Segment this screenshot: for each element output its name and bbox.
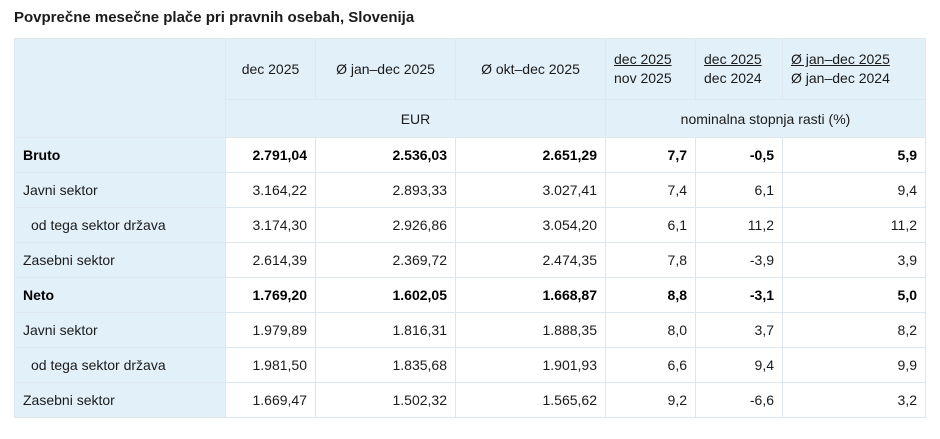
value-cell: -3,9 [695, 242, 783, 278]
value-cell: 7,7 [605, 137, 696, 173]
table-row-neto-zasebni-sektor: Zasebni sektor 1.669,47 1.502,32 1.565,6… [14, 382, 926, 418]
ratio-numerator: dec 2025 [704, 51, 762, 67]
col-header-dec-2025: dec 2025 [225, 38, 316, 100]
value-cell: 2.614,39 [225, 242, 316, 278]
value-cell: 1.901,93 [455, 347, 606, 383]
value-cell: 1.565,62 [455, 382, 606, 418]
row-label-header-cell [14, 38, 226, 138]
value-cell: 2.369,72 [315, 242, 456, 278]
value-cell: 3.164,22 [225, 172, 316, 208]
col-header-ratio-avg-avg: Ø jan–dec 2025 Ø jan–dec 2024 [782, 38, 926, 100]
value-cell: 2.791,04 [225, 137, 316, 173]
value-cell: 6,1 [695, 172, 783, 208]
value-cell: 8,2 [782, 312, 926, 348]
value-cell: 3,2 [782, 382, 926, 418]
value-cell: 2.893,33 [315, 172, 456, 208]
value-cell: 1.668,87 [455, 277, 606, 313]
value-cell: 1.669,47 [225, 382, 316, 418]
value-cell: 7,8 [605, 242, 696, 278]
wages-table: dec 2025 Ø jan–dec 2025 Ø okt–dec 2025 d… [14, 38, 926, 418]
group-header-growth-rate: nominalna stopnja rasti (%) [605, 99, 926, 138]
value-cell: 1.979,89 [225, 312, 316, 348]
value-cell: 2.651,29 [455, 137, 606, 173]
value-cell: 9,4 [782, 172, 926, 208]
value-cell: 8,8 [605, 277, 696, 313]
value-cell: 1.816,31 [315, 312, 456, 348]
ratio-numerator: dec 2025 [614, 51, 672, 67]
page-title: Povprečne mesečne plače pri pravnih oseb… [14, 9, 415, 26]
value-cell: 3,7 [695, 312, 783, 348]
ratio-denominator: Ø jan–dec 2024 [791, 70, 890, 86]
value-cell: 2.926,86 [315, 207, 456, 243]
table-header: dec 2025 Ø jan–dec 2025 Ø okt–dec 2025 d… [14, 38, 926, 138]
row-label: Javni sektor [14, 172, 226, 208]
value-cell: 1.769,20 [225, 277, 316, 313]
value-cell: 3.054,20 [455, 207, 606, 243]
value-cell: -6,6 [695, 382, 783, 418]
value-cell: 1.602,05 [315, 277, 456, 313]
row-label: Javni sektor [14, 312, 226, 348]
value-cell: 5,0 [782, 277, 926, 313]
row-label: Zasebni sektor [14, 242, 226, 278]
row-label: od tega sektor država [14, 347, 226, 383]
value-cell: 2.536,03 [315, 137, 456, 173]
table-body: Bruto 2.791,04 2.536,03 2.651,29 7,7 -0,… [14, 137, 926, 418]
value-cell: 1.835,68 [315, 347, 456, 383]
unit-header-row: EUR nominalna stopnja rasti (%) [15, 99, 926, 138]
col-header-avg-okt-dec-2025: Ø okt–dec 2025 [455, 38, 606, 100]
value-cell: 11,2 [782, 207, 926, 243]
col-header-avg-jan-dec-2025: Ø jan–dec 2025 [315, 38, 456, 100]
value-cell: 3.027,41 [455, 172, 606, 208]
ratio-denominator: dec 2024 [704, 70, 762, 86]
row-label: Neto [14, 277, 226, 313]
value-cell: 8,0 [605, 312, 696, 348]
table-row-bruto-javni-sektor: Javni sektor 3.164,22 2.893,33 3.027,41 … [14, 172, 926, 208]
group-header-eur: EUR [225, 99, 606, 138]
value-cell: 9,4 [695, 347, 783, 383]
value-cell: -0,5 [695, 137, 783, 173]
value-cell: 6,1 [605, 207, 696, 243]
table-row-bruto-zasebni-sektor: Zasebni sektor 2.614,39 2.369,72 2.474,3… [14, 242, 926, 278]
row-label: Zasebni sektor [14, 382, 226, 418]
value-cell: 7,4 [605, 172, 696, 208]
table-row-neto: Neto 1.769,20 1.602,05 1.668,87 8,8 -3,1… [14, 277, 926, 313]
value-cell: 11,2 [695, 207, 783, 243]
value-cell: 3,9 [782, 242, 926, 278]
table-row-neto-javni-sektor: Javni sektor 1.979,89 1.816,31 1.888,35 … [14, 312, 926, 348]
value-cell: 9,2 [605, 382, 696, 418]
ratio-denominator: nov 2025 [614, 70, 672, 86]
value-cell: 1.981,50 [225, 347, 316, 383]
value-cell: 9,9 [782, 347, 926, 383]
table-row-bruto-sektor-drzava: od tega sektor država 3.174,30 2.926,86 … [14, 207, 926, 243]
value-cell: 2.474,35 [455, 242, 606, 278]
value-cell: 6,6 [605, 347, 696, 383]
value-cell: 1.502,32 [315, 382, 456, 418]
table-row-bruto: Bruto 2.791,04 2.536,03 2.651,29 7,7 -0,… [14, 137, 926, 173]
col-header-ratio-dec-nov: dec 2025 nov 2025 [605, 38, 696, 100]
period-header-row: dec 2025 Ø jan–dec 2025 Ø okt–dec 2025 d… [14, 38, 926, 138]
value-cell: -3,1 [695, 277, 783, 313]
table-row-neto-sektor-drzava: od tega sektor država 1.981,50 1.835,68 … [14, 347, 926, 383]
row-label: od tega sektor država [14, 207, 226, 243]
col-header-ratio-dec-dec: dec 2025 dec 2024 [695, 38, 783, 100]
row-label: Bruto [14, 137, 226, 173]
value-cell: 3.174,30 [225, 207, 316, 243]
ratio-numerator: Ø jan–dec 2025 [791, 51, 890, 67]
value-cell: 1.888,35 [455, 312, 606, 348]
value-cell: 5,9 [782, 137, 926, 173]
